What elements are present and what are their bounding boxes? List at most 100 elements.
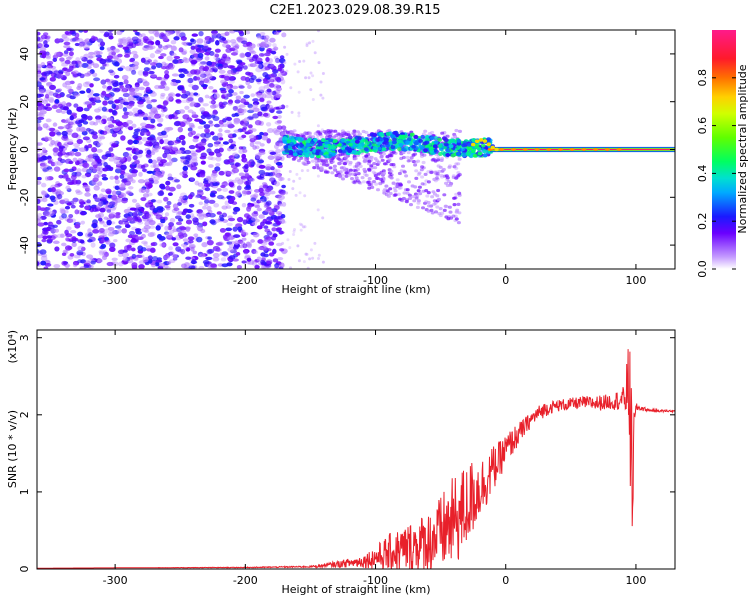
heatmap-cell	[185, 219, 193, 225]
heatmap-cell	[316, 208, 320, 212]
heatmap-cell	[258, 164, 266, 169]
heatmap-cell	[98, 250, 104, 256]
heatmap-cell	[122, 88, 128, 94]
heatmap-cell	[203, 183, 210, 187]
heatmap-cell	[227, 69, 234, 75]
heatmap-cell	[190, 38, 197, 45]
heatmap-cell	[248, 106, 254, 111]
heatmap-cell	[123, 172, 130, 177]
heatmap-cell	[436, 197, 441, 202]
heatmap-cell	[254, 141, 262, 145]
heatmap-cell	[305, 139, 310, 144]
heatmap-cell	[220, 79, 227, 84]
heatmap-cell	[197, 44, 204, 48]
heatmap-cell	[422, 141, 428, 146]
heatmap-cell	[274, 181, 280, 187]
heatmap-cell	[306, 266, 310, 269]
heatmap-cell	[126, 216, 133, 221]
heatmap-cell	[121, 88, 129, 93]
heatmap-cell	[446, 148, 451, 153]
heatmap-cell	[433, 201, 438, 205]
heatmap-cell	[367, 159, 372, 163]
heatmap-cell	[337, 162, 342, 166]
heatmap-cell	[402, 191, 407, 195]
heatmap-cell	[398, 182, 403, 186]
heatmap-cell	[163, 196, 169, 202]
heatmap-cell	[44, 52, 51, 58]
heatmap-cell	[102, 100, 108, 106]
heatmap-cell	[78, 62, 83, 68]
heatmap-cell	[149, 53, 156, 59]
snr-x-axis-title: Height of straight line (km)	[281, 583, 430, 596]
heatmap-cell	[128, 230, 136, 236]
heatmap-cell	[52, 122, 58, 127]
heatmap-cell	[100, 79, 107, 85]
heatmap-cell	[164, 69, 170, 75]
heatmap-cell	[42, 162, 48, 167]
heatmap-cell	[108, 79, 115, 84]
heatmap-cell	[133, 88, 140, 92]
heatmap-cell	[113, 74, 120, 79]
heatmap-cell	[167, 176, 174, 181]
heatmap-cell	[241, 134, 247, 139]
heatmap-cell	[372, 162, 377, 166]
heatmap-cell	[247, 124, 253, 129]
heatmap-cell	[231, 85, 239, 90]
heatmap-cell	[159, 139, 164, 145]
heatmap-cell	[98, 201, 104, 206]
heatmap-cell	[218, 74, 225, 79]
heatmap-cell	[47, 96, 55, 103]
heatmap-cell	[170, 45, 178, 52]
heatmap-cell	[97, 142, 103, 146]
heatmap-cell	[307, 132, 312, 136]
heatmap-cell	[37, 119, 42, 124]
heatmap-cell	[268, 83, 275, 88]
heatmap-cell	[146, 248, 153, 252]
heatmap-cell	[118, 96, 124, 102]
heatmap-cell	[63, 50, 69, 55]
heatmap-cell	[277, 256, 284, 261]
heatmap-cell	[232, 226, 238, 232]
heatmap-cell	[319, 166, 324, 170]
heatmap-cell	[297, 259, 301, 263]
heatmap-cell	[448, 210, 453, 214]
heatmap-cell	[256, 35, 263, 40]
heatmap-cell	[418, 144, 424, 149]
heatmap-cell	[175, 79, 181, 84]
heatmap-cell	[177, 202, 182, 206]
heatmap-cell	[171, 146, 178, 151]
heatmap-cell	[206, 60, 213, 66]
snr-series-line	[37, 349, 675, 569]
heatmap-cell	[317, 253, 321, 257]
heatmap-cell	[122, 97, 127, 102]
heatmap-cell	[245, 30, 251, 35]
heatmap-cell	[398, 135, 403, 140]
heatmap-cell	[241, 157, 248, 163]
heatmap-cell	[256, 63, 263, 69]
heatmap-cell	[248, 177, 255, 182]
heatmap-cell	[67, 141, 74, 146]
heatmap-cell	[142, 71, 149, 77]
heatmap-cell	[320, 158, 325, 163]
heatmap-cell	[235, 162, 241, 167]
heatmap-cell	[147, 255, 153, 261]
heatmap-cell	[89, 69, 95, 75]
heatmap-cell	[84, 205, 91, 211]
heatmap-cell	[105, 93, 112, 98]
heatmap-cell	[397, 171, 402, 176]
heatmap-cell	[50, 139, 56, 145]
heatmap-cell	[162, 106, 168, 112]
heatmap-cell	[169, 217, 176, 223]
heatmap-cell	[494, 147, 499, 152]
heatmap-cell	[486, 142, 491, 146]
heatmap-cell	[297, 90, 301, 94]
heatmap-cell	[131, 36, 139, 42]
heatmap-cell	[145, 188, 150, 194]
heatmap-cell	[192, 137, 199, 143]
heatmap-cell	[181, 140, 186, 146]
heatmap-cell	[126, 259, 134, 264]
heatmap-cell	[44, 176, 50, 181]
heatmap-cell	[158, 262, 166, 268]
heatmap-cell	[389, 173, 394, 177]
heatmap-cell	[204, 52, 211, 56]
